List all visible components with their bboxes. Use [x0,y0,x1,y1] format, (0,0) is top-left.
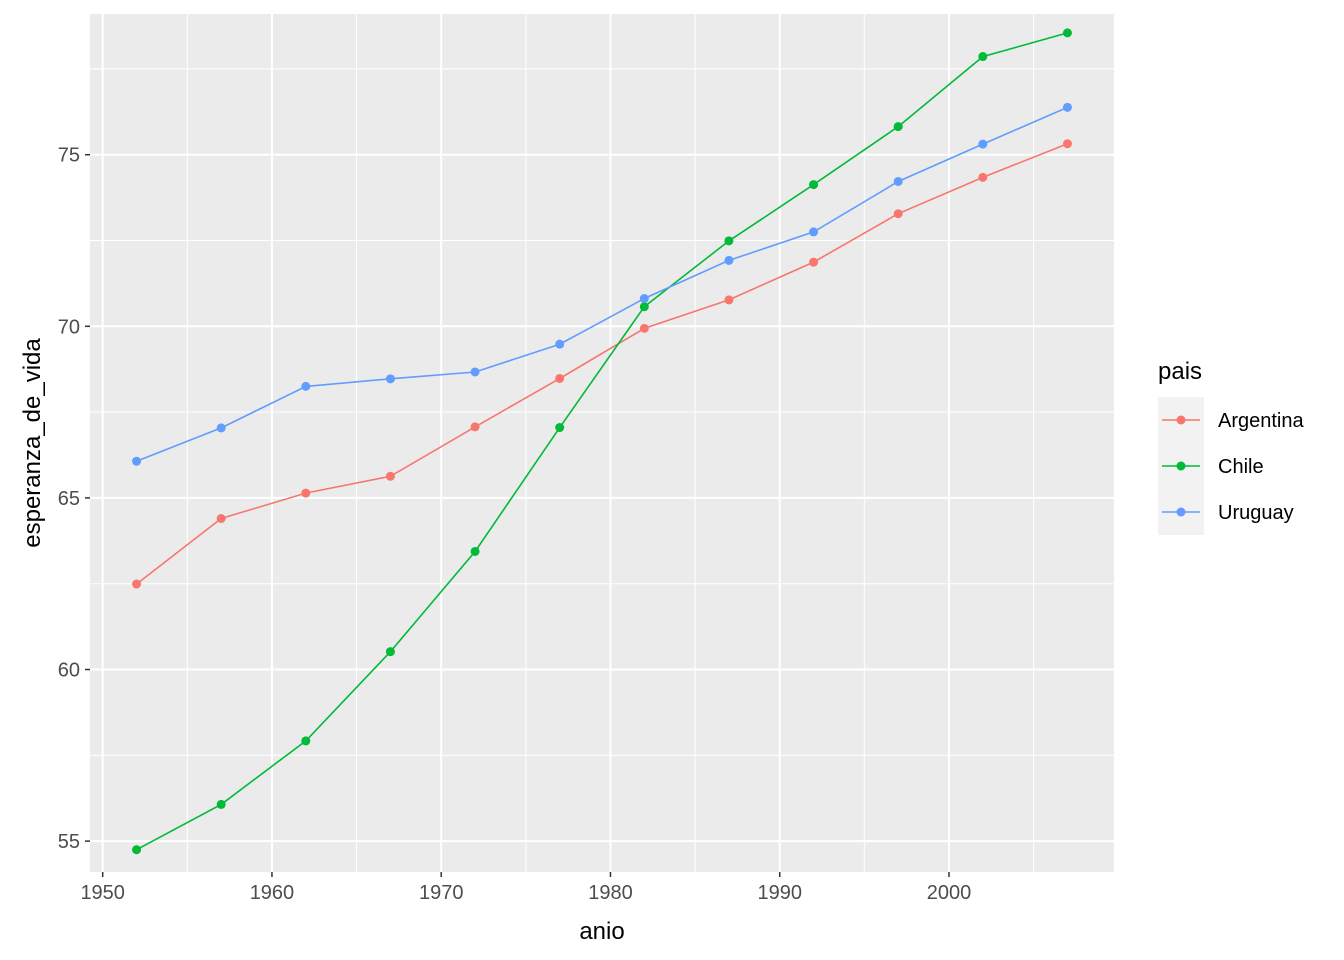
data-point-uruguay [1062,102,1072,112]
data-point-argentina [639,323,649,333]
data-point-uruguay [216,423,226,433]
data-point-uruguay [639,294,649,304]
series-line-argentina [136,142,1068,585]
data-point-argentina [1062,139,1072,149]
data-point-uruguay [385,374,395,384]
legend-title: pais [1158,358,1202,385]
data-point-argentina [555,373,565,383]
panel-background [90,14,1114,872]
x-tick-label: 1950 [80,882,125,904]
data-point-argentina [470,422,480,432]
tick-labels: 1950 1960 1970 1980 1990 2000 55 60 65 70 75 [58,145,971,904]
data-point-argentina [301,488,311,498]
data-point-uruguay [555,339,565,349]
x-tick-label: 1990 [757,882,802,904]
data-point-uruguay [893,176,903,186]
series-layer [132,28,1072,855]
y-tick-label: 70 [58,316,80,338]
y-tick-label: 55 [58,831,80,853]
data-point-chile [1062,28,1072,38]
data-point-argentina [385,471,395,481]
legend-key-point-chile [1176,461,1186,471]
data-point-chile [893,122,903,132]
x-axis-title: anio [579,918,624,945]
data-point-chile [978,52,988,62]
data-point-uruguay [978,139,988,149]
x-tick-label: 1970 [419,882,464,904]
data-point-argentina [216,514,226,524]
data-point-uruguay [301,381,311,391]
data-point-chile [724,236,734,246]
data-point-uruguay [809,227,819,237]
data-point-chile [132,845,142,855]
legend: pais Argentina Chile Uruguay [1158,358,1304,535]
data-point-chile [555,423,565,433]
y-tick-label: 60 [58,660,80,682]
legend-label-chile: Chile [1218,456,1264,478]
data-point-chile [470,546,480,556]
data-point-chile [385,647,395,657]
series-line-uruguay [136,106,1068,462]
data-point-uruguay [132,456,142,466]
legend-label-uruguay: Uruguay [1218,502,1294,524]
y-axis-title: esperanza_de_vida [19,338,46,548]
axis-ticks [85,153,950,877]
y-tick-label: 65 [58,488,80,510]
data-point-argentina [724,295,734,305]
series-line-chile [136,32,1068,851]
data-point-argentina [893,209,903,219]
x-tick-label: 2000 [927,882,972,904]
x-tick-label: 1980 [588,882,633,904]
legend-key-point-uruguay [1176,507,1186,517]
x-tick-label: 1960 [250,882,295,904]
data-point-chile [639,302,649,312]
data-point-chile [216,799,226,809]
data-point-argentina [978,172,988,182]
data-point-argentina [132,579,142,589]
major-gridlines [90,14,1114,872]
data-point-uruguay [724,255,734,265]
legend-label-argentina: Argentina [1218,410,1304,432]
data-point-uruguay [470,367,480,377]
legend-key-point-argentina [1176,415,1186,425]
y-tick-label: 75 [58,145,80,167]
data-point-argentina [809,257,819,267]
data-point-chile [809,180,819,190]
data-point-chile [301,736,311,746]
